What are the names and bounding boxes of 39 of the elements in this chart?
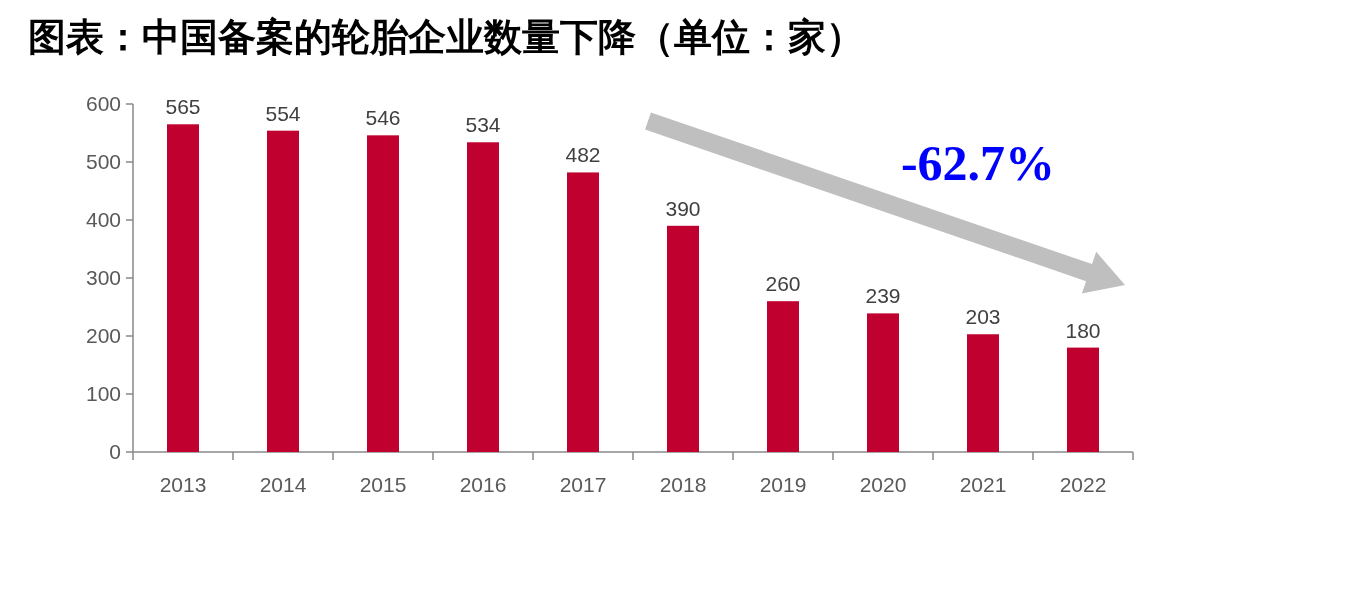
x-tick-label: 2015 <box>359 473 407 496</box>
x-tick-label: 2018 <box>659 473 707 496</box>
bar <box>667 225 699 452</box>
x-tick-label: 2017 <box>559 473 607 496</box>
y-tick-label: 500 <box>85 150 121 173</box>
y-tick-label: 0 <box>109 440 121 463</box>
data-label: 390 <box>665 196 701 220</box>
bar <box>267 130 299 452</box>
bar <box>167 124 199 452</box>
bar <box>567 172 599 452</box>
bar <box>967 334 999 452</box>
data-label: 534 <box>465 113 501 137</box>
y-tick-label: 600 <box>85 92 121 115</box>
data-label: 482 <box>565 143 601 167</box>
data-label: 546 <box>365 106 401 130</box>
bar <box>1067 347 1099 452</box>
x-tick-label: 2014 <box>259 473 307 496</box>
y-tick-label: 100 <box>85 382 121 405</box>
bar <box>867 313 899 452</box>
x-tick-label: 2022 <box>1059 473 1107 496</box>
x-tick-label: 2021 <box>959 473 1007 496</box>
x-tick-label: 2013 <box>159 473 207 496</box>
x-tick-label: 2020 <box>859 473 907 496</box>
y-tick-label: 200 <box>85 324 121 347</box>
bar <box>767 301 799 452</box>
data-label: 554 <box>265 101 301 125</box>
y-tick-label: 300 <box>85 266 121 289</box>
annotation: -62.7% <box>900 135 1056 191</box>
y-tick-label: 400 <box>85 208 121 231</box>
data-label: 260 <box>765 272 801 296</box>
data-label: 239 <box>865 284 901 308</box>
data-label: 565 <box>165 95 201 119</box>
data-label: 180 <box>1065 318 1101 342</box>
bar <box>367 135 399 452</box>
x-tick-label: 2016 <box>459 473 507 496</box>
bar <box>467 142 499 452</box>
data-label: 203 <box>965 305 1001 329</box>
x-tick-label: 2019 <box>759 473 807 496</box>
chart-title: 图表：中国备案的轮胎企业数量下降（单位：家） <box>28 16 864 58</box>
